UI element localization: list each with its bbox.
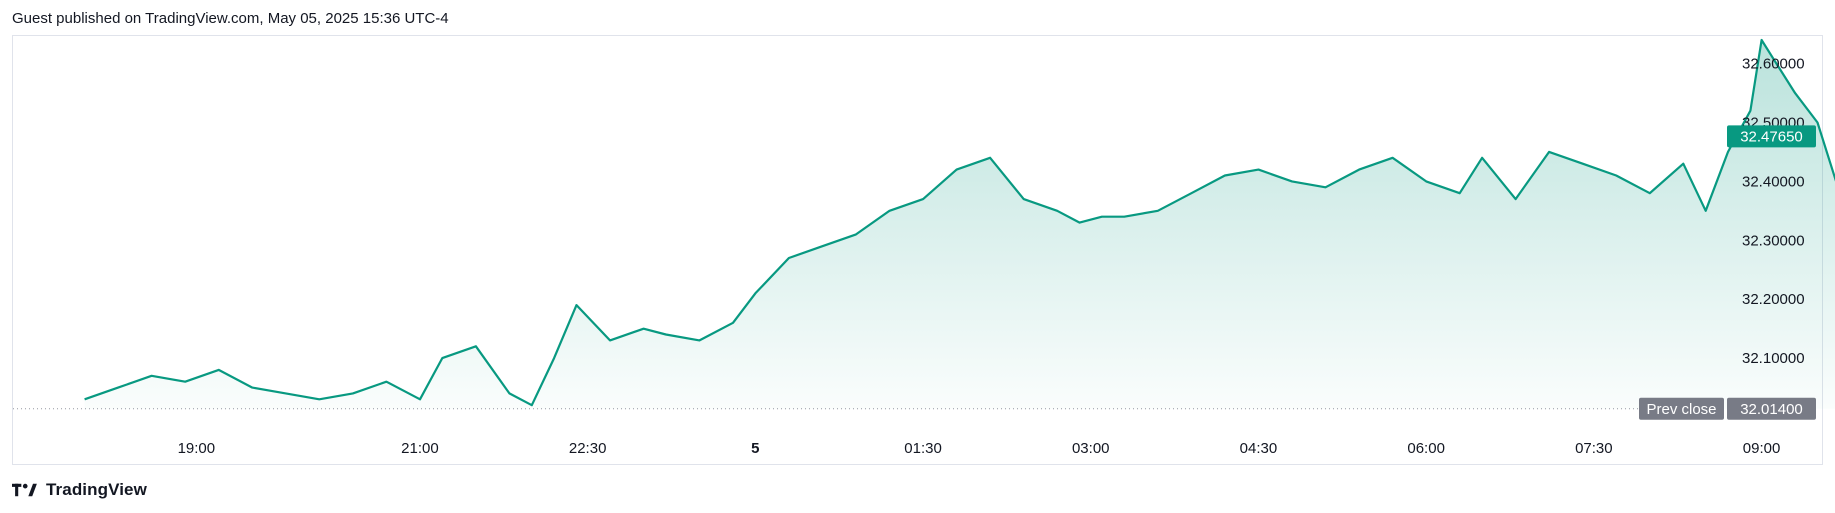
tradingview-logo-icon [12,483,37,497]
x-tick-label: 21:00 [401,440,439,457]
prev-close-tag [1639,397,1724,420]
x-tick-label: 07:30 [1575,440,1613,457]
y-tick-label: 32.30000 [1742,232,1805,249]
x-tick-label: 22:30 [569,440,607,457]
x-tick-label: 03:00 [1072,440,1110,457]
x-tick-label: 04:30 [1240,440,1278,457]
y-tick-label: 32.20000 [1742,291,1805,308]
x-tick-label: 5 [751,440,759,457]
last-price-label: 32.47650 [1740,128,1803,145]
price-area-fill [84,40,1835,409]
logo-text: TradingView [46,480,147,499]
prev-close-label: Prev close [1646,401,1716,418]
x-tick-label: 19:00 [178,440,216,457]
prev-close-value: 32.01400 [1740,401,1803,418]
x-tick-label: 09:00 [1743,440,1781,457]
price-line[interactable] [84,38,1835,407]
x-tick-label: 06:00 [1407,440,1445,457]
prev-close-value-badge [1727,397,1816,420]
price-chart[interactable]: 32.1000032.2000032.3000032.4000032.50000… [0,0,1835,470]
y-tick-label: 32.40000 [1742,173,1805,190]
y-tick-label: 32.10000 [1742,350,1805,367]
y-tick-label: 32.60000 [1742,56,1805,73]
tradingview-logo[interactable]: TradingView [12,480,147,500]
last-price-badge [1727,125,1816,148]
x-tick-label: 01:30 [904,440,942,457]
publish-info-header: Guest published on TradingView.com, May … [12,10,449,27]
